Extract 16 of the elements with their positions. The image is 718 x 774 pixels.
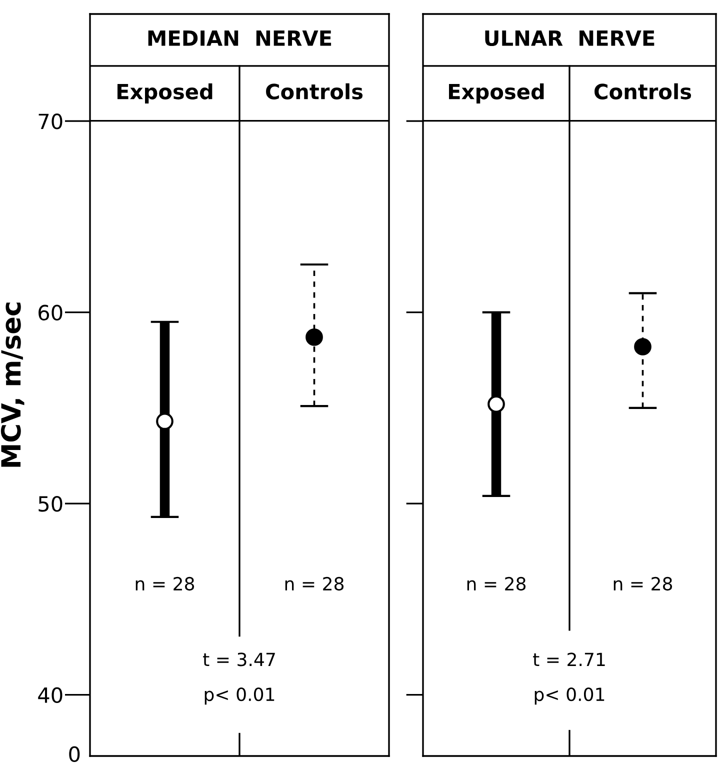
y-axis-title: MCV, m/sec xyxy=(0,302,24,467)
y-tick-label: 50 xyxy=(38,496,62,512)
y-tick-label: 70 xyxy=(38,114,62,130)
text: 0 xyxy=(69,746,80,762)
text: ULNAR NERVE xyxy=(485,30,654,46)
annotation: n = 28 xyxy=(614,576,672,591)
annotation: n = 28 xyxy=(136,576,194,591)
y-tick-label: 40 xyxy=(38,687,62,704)
annotation: p< 0.01 xyxy=(534,687,604,705)
annotation: t = 2.71 xyxy=(533,652,605,666)
text: MEDIAN NERVE xyxy=(148,30,332,46)
y-tick-label: 60 xyxy=(38,304,62,321)
annotation: p< 0.01 xyxy=(204,687,274,705)
annotation: n = 28 xyxy=(467,576,526,591)
annotation: n = 28 xyxy=(285,576,344,591)
annotation: t = 3.47 xyxy=(203,652,275,666)
